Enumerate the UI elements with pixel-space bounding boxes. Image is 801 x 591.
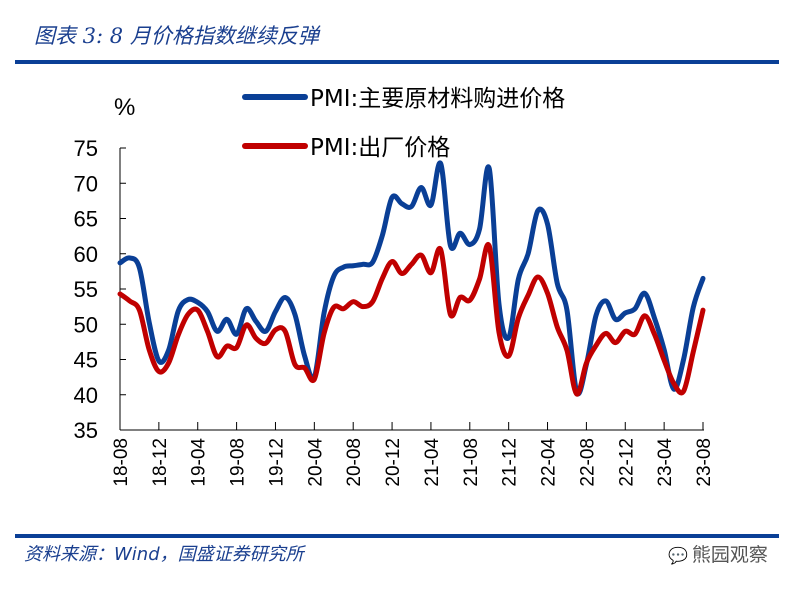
- figure-title: 图表 3: 8 月价格指数继续反弹: [34, 24, 319, 48]
- watermark-text: 熊园观察: [691, 544, 768, 566]
- x-tick-label: 19-08: [228, 438, 249, 487]
- legend-label-2: PMI:出厂价格: [310, 135, 450, 161]
- y-tick-label: 65: [74, 207, 98, 232]
- y-tick-label: 75: [74, 136, 98, 161]
- x-tick-label: 19-12: [266, 438, 287, 487]
- y-tick-label: 50: [74, 312, 98, 337]
- y-axis-unit: %: [114, 94, 135, 121]
- x-tick-label: 20-08: [344, 438, 365, 487]
- y-tick-label: 55: [74, 277, 98, 302]
- x-tick-label: 18-12: [150, 438, 171, 487]
- x-tick-label: 18-08: [111, 438, 132, 487]
- x-tick-label: 20-12: [383, 438, 404, 487]
- y-tick-label: 35: [74, 418, 98, 443]
- y-tick-label: 40: [74, 383, 98, 408]
- x-tick-label: 21-04: [422, 438, 443, 487]
- x-tick-label: 21-08: [461, 438, 482, 487]
- series-line-2: [117, 242, 706, 397]
- footer-rule: [15, 534, 779, 538]
- x-tick-label: 21-12: [500, 438, 521, 487]
- y-tick-label: 45: [74, 348, 98, 373]
- source-note: 资料来源：Wind，国盛证券研究所: [24, 544, 304, 565]
- title-rule: [15, 60, 779, 64]
- y-tick-label: 60: [74, 242, 98, 267]
- x-tick-label: 23-04: [655, 438, 676, 487]
- y-tick-label: 70: [74, 171, 98, 196]
- legend-label-1: PMI:主要原材料购进价格: [310, 86, 565, 112]
- x-tick-label: 22-12: [616, 438, 637, 487]
- series-line-1: [117, 160, 706, 397]
- watermark: 💬 熊园观察: [668, 540, 768, 567]
- x-tick-label: 23-08: [694, 438, 715, 487]
- wechat-icon: 💬: [668, 546, 688, 565]
- x-tick-label: 20-04: [305, 438, 326, 487]
- x-tick-label: 22-08: [577, 438, 598, 487]
- x-tick-label: 19-04: [189, 438, 210, 487]
- x-tick-label: 22-04: [539, 438, 560, 487]
